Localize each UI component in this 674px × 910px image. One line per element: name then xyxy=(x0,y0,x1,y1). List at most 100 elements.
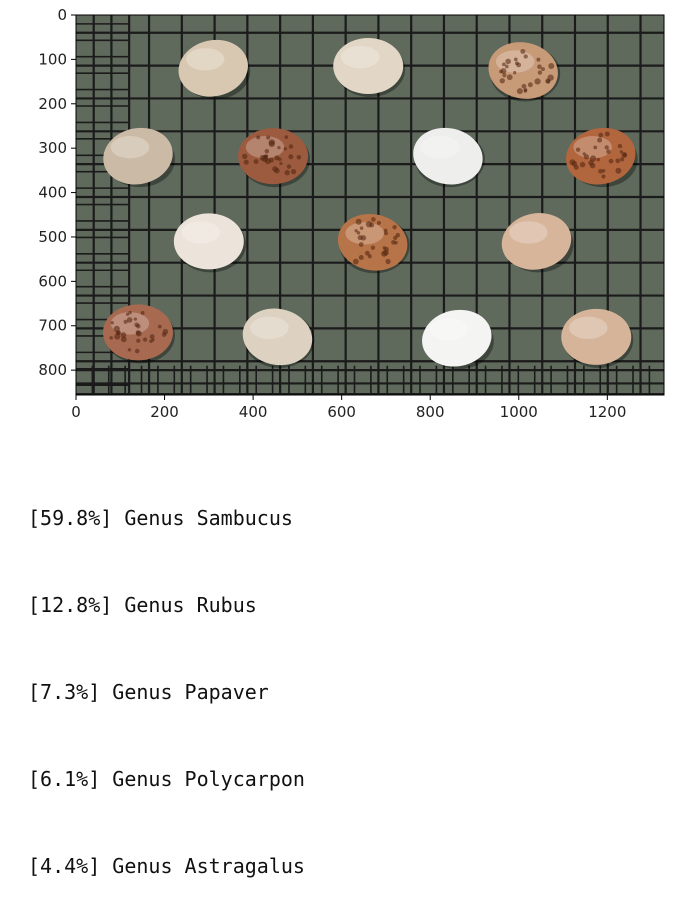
seed-body xyxy=(501,213,572,270)
seed-speckle xyxy=(264,149,270,154)
seed-speckle xyxy=(266,135,271,140)
seed xyxy=(337,213,410,274)
seed-speckle xyxy=(502,62,506,67)
seed xyxy=(565,127,638,188)
seed-speckle xyxy=(601,174,606,179)
seed-speckle xyxy=(506,74,513,81)
seed-speckle xyxy=(109,336,113,340)
seed-highlight xyxy=(250,316,289,340)
seed-speckle xyxy=(369,222,375,228)
seed-speckle xyxy=(384,246,389,252)
seed-highlight xyxy=(186,48,225,71)
seed-speckle xyxy=(513,57,518,62)
seed-body xyxy=(337,213,408,271)
seed xyxy=(238,128,311,188)
x-tick-label: 800 xyxy=(416,403,445,421)
x-tick-label: 1000 xyxy=(500,403,538,421)
seed-speckle xyxy=(593,145,598,150)
seed-speckle xyxy=(283,147,287,151)
seed-speckle xyxy=(393,235,398,240)
seed-speckle xyxy=(597,137,603,143)
seed-speckle xyxy=(527,82,533,88)
seed-speckle xyxy=(513,71,517,75)
seed-body xyxy=(242,308,313,366)
seed-speckle xyxy=(392,224,397,230)
seed-speckle xyxy=(354,229,358,233)
seed-speckle xyxy=(573,164,579,170)
seed xyxy=(333,38,406,98)
x-tick-label: 1200 xyxy=(588,403,626,421)
seed-speckle xyxy=(253,159,259,165)
plot-frame xyxy=(75,14,665,396)
seed-speckle xyxy=(136,338,141,343)
seed-speckle xyxy=(140,311,145,315)
seed-image-plot: 0 200 400 600 800 1000 1200 0 100 200 300 400 500 60… xyxy=(38,6,665,421)
seed-speckle xyxy=(128,310,132,315)
seed-speckle xyxy=(358,242,364,247)
seed-speckle xyxy=(575,147,581,152)
seed-speckle xyxy=(598,132,604,138)
seed-speckle xyxy=(620,157,625,162)
seed-speckle xyxy=(356,231,361,235)
seed-speckle xyxy=(534,78,541,85)
seed-speckle xyxy=(598,168,604,174)
seed-speckle xyxy=(352,258,359,265)
seed-speckle xyxy=(619,150,623,154)
prediction-line-5: [4.4%] Genus Astragalus xyxy=(28,854,305,878)
seed-speckle xyxy=(358,255,364,261)
seed-speckle xyxy=(115,330,121,336)
seed-speckle xyxy=(120,336,127,343)
seed-body xyxy=(413,127,483,185)
seed-speckle xyxy=(589,162,596,169)
seed xyxy=(501,213,574,273)
seeds xyxy=(102,38,638,370)
seed-speckle xyxy=(548,62,555,69)
seed-speckle xyxy=(126,317,133,323)
seed xyxy=(102,304,175,364)
seed-speckle xyxy=(523,54,528,59)
seed-highlight xyxy=(340,45,380,69)
prediction-line-4: [6.1%] Genus Polycarpon xyxy=(28,767,305,791)
prediction-line-1: [59.8%] Genus Sambucus xyxy=(28,506,293,530)
seed-speckle xyxy=(120,332,127,338)
seed-highlight xyxy=(569,316,608,340)
seed-speckle xyxy=(615,158,621,164)
seed-highlight xyxy=(110,312,150,335)
x-tick-label: 200 xyxy=(150,403,179,421)
seed-body xyxy=(488,42,558,99)
seed-speckle xyxy=(604,145,609,150)
seed-speckle xyxy=(606,149,611,154)
seed-speckle xyxy=(279,161,283,166)
seed-highlight xyxy=(181,221,221,244)
seed xyxy=(173,213,246,273)
seed-speckle xyxy=(505,58,511,65)
seed-body xyxy=(561,308,632,365)
seed-speckle xyxy=(135,330,141,335)
seed-speckle xyxy=(136,324,141,329)
seed-speckle xyxy=(602,169,606,173)
seed-speckle xyxy=(376,220,381,225)
y-tick-label: 300 xyxy=(38,139,67,157)
seed-photo xyxy=(76,15,664,395)
seed-speckle xyxy=(364,250,370,256)
seed-speckle xyxy=(123,319,128,324)
seed-highlight xyxy=(345,222,384,245)
seed-speckle xyxy=(290,168,297,175)
y-tick-label: 0 xyxy=(57,6,67,24)
seed-speckle xyxy=(500,67,507,74)
seed-speckle xyxy=(286,164,292,169)
seed-speckle xyxy=(536,57,541,62)
seed-speckle xyxy=(546,79,551,84)
seed-body xyxy=(333,38,404,95)
seed-speckle xyxy=(243,159,249,165)
seed-speckle xyxy=(383,228,388,233)
seed-speckle xyxy=(608,158,614,164)
seed-speckle xyxy=(125,312,130,316)
seed-speckle xyxy=(157,324,162,329)
seed-speckle xyxy=(268,139,275,146)
seed-speckle xyxy=(615,167,622,174)
seed xyxy=(242,308,315,368)
x-tick-label: 400 xyxy=(239,403,268,421)
seed-speckle xyxy=(268,157,274,163)
seed xyxy=(422,309,494,370)
